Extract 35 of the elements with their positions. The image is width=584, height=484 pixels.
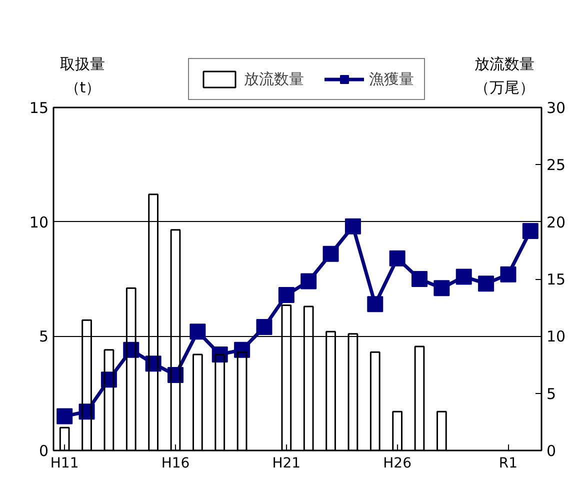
legend-label: 漁獲量 (369, 70, 414, 88)
y-tick-label: 5 (38, 328, 49, 346)
x-tick-label: H16 (161, 456, 190, 472)
x-tick-label: H11 (50, 456, 79, 472)
y2-tick-label: 10 (546, 328, 566, 346)
y2-tick-label: 15 (546, 270, 566, 288)
point (300, 273, 317, 290)
point (522, 222, 538, 239)
point (478, 276, 494, 292)
y2-tick-label: 30 (546, 99, 566, 117)
point (500, 266, 516, 282)
point (389, 250, 406, 266)
legend-label: 放流数量 (244, 70, 304, 88)
point (412, 271, 428, 287)
y2-tick-label: 5 (546, 384, 556, 403)
point (278, 287, 294, 304)
y-axis-title: 取扱量（t） (60, 55, 106, 96)
point (256, 319, 272, 336)
point (344, 218, 361, 234)
y2-axis-title: 放流数量（万尾） (474, 55, 535, 96)
point (434, 280, 450, 296)
y2-tick-label: 20 (546, 213, 566, 232)
x-tick-label: H21 (272, 456, 301, 472)
point (456, 268, 472, 285)
y2-tick-label: 25 (546, 156, 566, 174)
y2-tick-label: 0 (546, 442, 556, 460)
y-tick-label: 0 (38, 442, 49, 460)
y-tick-label: 10 (29, 213, 49, 232)
point (56, 408, 73, 424)
point (190, 324, 206, 340)
point (367, 296, 384, 312)
y-tick-label: 15 (29, 99, 49, 117)
point (322, 246, 339, 262)
x-tick-label: R1 (498, 456, 518, 472)
x-tick-label: H26 (383, 456, 412, 472)
